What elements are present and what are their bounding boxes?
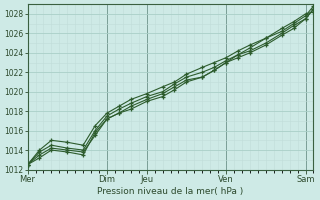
X-axis label: Pression niveau de la mer( hPa ): Pression niveau de la mer( hPa ) bbox=[97, 187, 244, 196]
